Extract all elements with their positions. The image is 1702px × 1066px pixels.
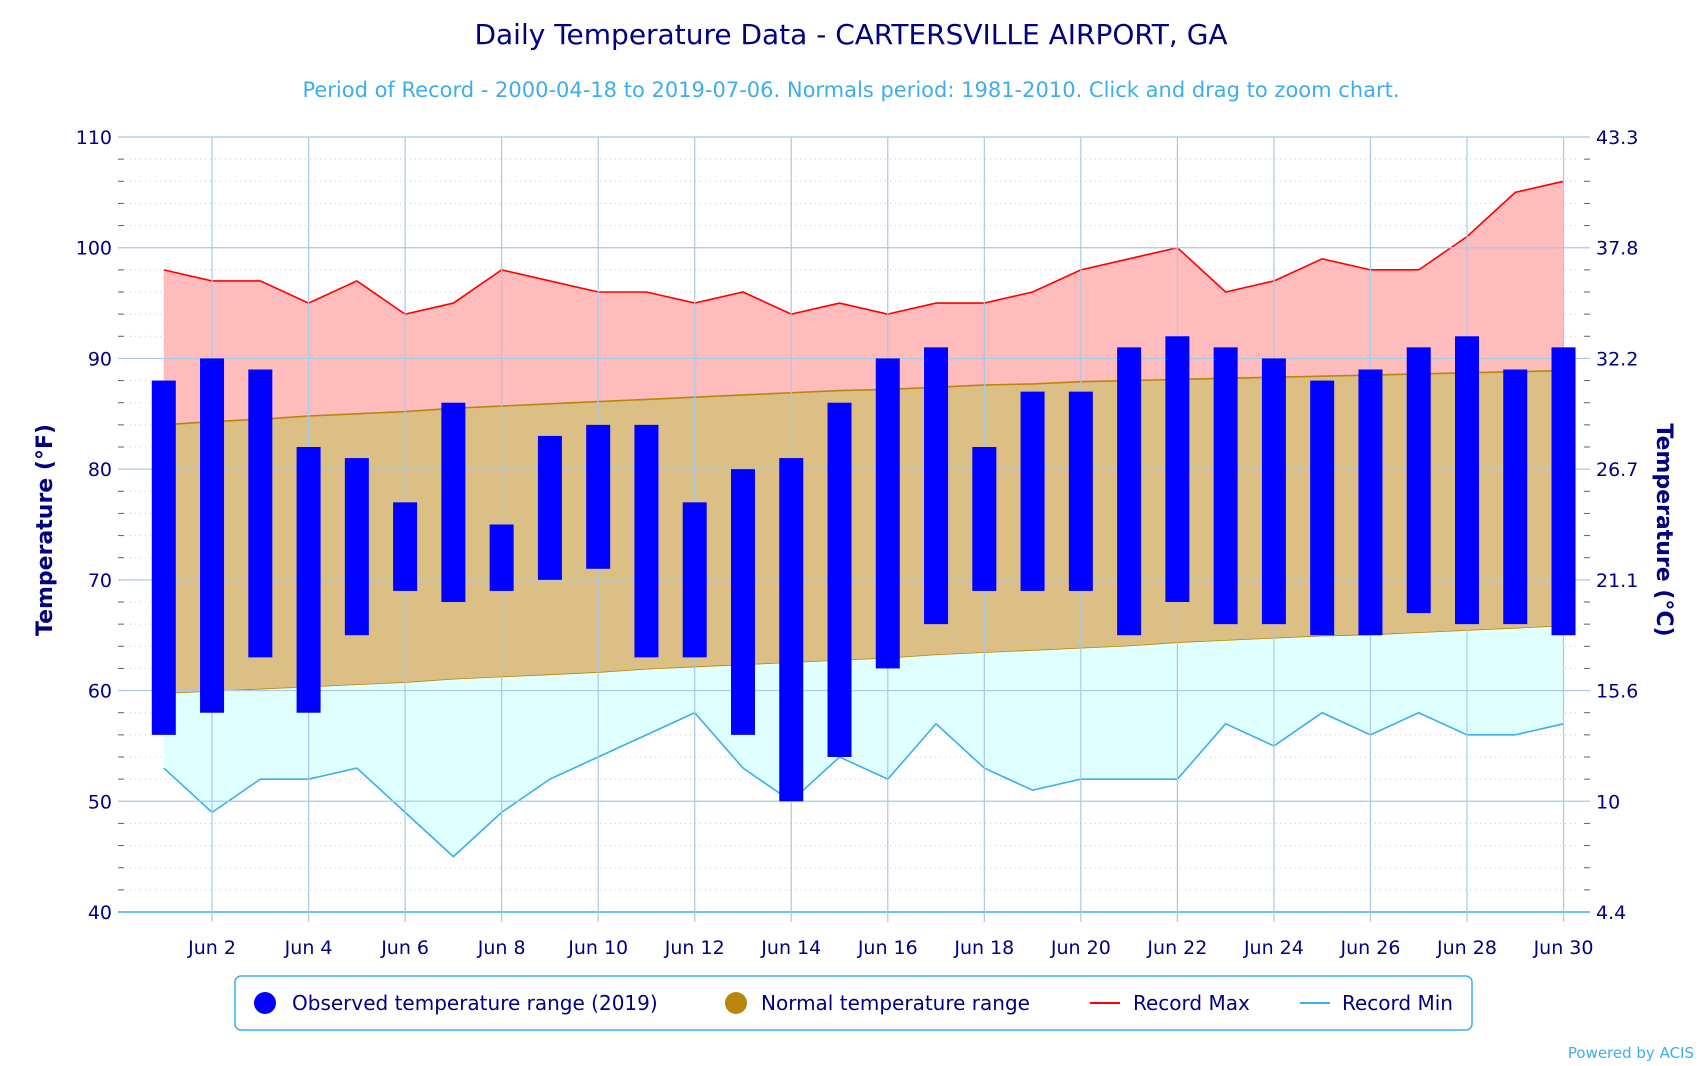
y-axis-left: 40 50 60 70 80 90 100 110	[76, 127, 124, 924]
chart-title: Daily Temperature Data - CARTERSVILLE AI…	[474, 18, 1227, 51]
observed-bar[interactable]	[1454, 336, 1479, 625]
observed-range-series	[151, 336, 1576, 802]
x-tick-label: Jun 18	[953, 937, 1014, 959]
y-tick-label: 90	[88, 348, 112, 370]
legend-box	[234, 975, 1473, 1031]
chart-subtitle: Period of Record - 2000-04-18 to 2019-07…	[302, 78, 1399, 102]
y2-axis-title: Temperature (°C)	[1651, 423, 1676, 636]
x-tick-label: Jun 4	[284, 937, 333, 959]
legend-item-record-min[interactable]: Record Min	[1300, 991, 1453, 1015]
y-tick-label: 110	[76, 127, 112, 149]
y2-tick-label: 37.8	[1596, 238, 1638, 260]
x-tick-label: Jun 24	[1243, 937, 1304, 959]
x-tick-label: Jun 12	[664, 937, 725, 959]
y2-tick-label: 43.3	[1596, 127, 1638, 149]
legend-label-observed: Observed temperature range (2019)	[292, 991, 658, 1015]
x-axis: Jun 2 Jun 4 Jun 6 Jun 8 Jun 10 Jun 12 Jun 14 Ju…	[187, 937, 1593, 959]
y-axis-right: 4.4 10 15.6 21.1 26.7 32.2 37.8 43.3	[1584, 127, 1638, 924]
observed-bar[interactable]	[1358, 369, 1383, 636]
legend-item-observed[interactable]: Observed temperature range (2019)	[254, 991, 658, 1015]
x-tick-label: Jun 6	[380, 937, 429, 959]
observed-bar[interactable]	[441, 402, 466, 602]
record-min-line	[163, 711, 1564, 858]
observed-bar[interactable]	[489, 524, 514, 591]
x-tick-label: Jun 26	[1340, 937, 1401, 959]
observed-bar[interactable]	[1213, 347, 1238, 625]
observed-bar[interactable]	[972, 447, 997, 591]
observed-bar[interactable]	[586, 424, 611, 569]
y-tick-label: 60	[88, 681, 112, 703]
record-min-fill	[163, 626, 1564, 857]
y-axis-title: Temperature (°F)	[33, 424, 58, 636]
y2-tick-label: 15.6	[1596, 681, 1638, 703]
x-tick-label: Jun 8	[477, 937, 526, 959]
gridlines	[118, 136, 1590, 922]
normal-high-line	[163, 369, 1564, 426]
observed-bar[interactable]	[151, 380, 176, 735]
y2-tick-label: 32.2	[1596, 348, 1638, 370]
y-tick-label: 70	[88, 570, 112, 592]
legend-marker-observed	[254, 992, 276, 1014]
y2-tick-label: 26.7	[1596, 459, 1638, 481]
x-tick-label: Jun 10	[567, 937, 628, 959]
y-tick-label: 50	[88, 791, 112, 813]
observed-bar[interactable]	[634, 424, 659, 658]
observed-bar[interactable]	[248, 369, 273, 658]
observed-bar[interactable]	[1551, 347, 1576, 636]
y-tick-label: 100	[76, 238, 112, 260]
y2-tick-label: 10	[1596, 791, 1620, 813]
observed-bar[interactable]	[924, 347, 949, 625]
observed-bar[interactable]	[827, 402, 852, 757]
x-tick-label: Jun 20	[1050, 937, 1111, 959]
record-min-series	[163, 626, 1564, 858]
observed-bar[interactable]	[200, 358, 225, 713]
observed-bar[interactable]	[1503, 369, 1528, 625]
plot-area[interactable]	[118, 136, 1590, 922]
observed-bar[interactable]	[1406, 347, 1431, 614]
observed-bar[interactable]	[344, 458, 369, 636]
record-max-fill	[163, 181, 1564, 425]
x-tick-label: Jun 2	[187, 937, 236, 959]
y2-tick-label: 4.4	[1596, 902, 1626, 924]
legend-label-record-min: Record Min	[1342, 991, 1453, 1015]
x-tick-label: Jun 14	[760, 937, 821, 959]
legend-item-record-max[interactable]: Record Max	[1090, 991, 1250, 1015]
observed-bar[interactable]	[1261, 358, 1286, 625]
normal-range-fill	[163, 370, 1564, 694]
observed-bar[interactable]	[393, 502, 418, 591]
x-tick-label: Jun 28	[1436, 937, 1497, 959]
x-tick-label: Jun 16	[857, 937, 918, 959]
credit-link[interactable]: Powered by ACIS	[1568, 1044, 1694, 1062]
y-tick-label: 80	[88, 459, 112, 481]
observed-bar[interactable]	[730, 469, 755, 735]
observed-bar[interactable]	[1117, 347, 1142, 636]
observed-bar[interactable]	[1310, 380, 1335, 636]
observed-bar[interactable]	[779, 458, 804, 802]
observed-bar[interactable]	[1165, 336, 1190, 602]
y-tick-label: 40	[88, 902, 112, 924]
observed-bar[interactable]	[682, 502, 707, 658]
legend-marker-normal	[725, 992, 747, 1014]
record-max-line	[163, 180, 1564, 316]
record-max-series	[163, 180, 1564, 425]
observed-bar[interactable]	[1068, 391, 1093, 591]
legend: Observed temperature range (2019) Normal…	[234, 975, 1473, 1031]
legend-label-normal: Normal temperature range	[761, 991, 1030, 1015]
legend-label-record-max: Record Max	[1133, 991, 1250, 1015]
x-tick-label: Jun 30	[1533, 937, 1594, 959]
observed-bar[interactable]	[296, 447, 321, 713]
observed-bar[interactable]	[875, 358, 900, 669]
observed-bar[interactable]	[1020, 391, 1045, 591]
x-tick-label: Jun 22	[1146, 937, 1207, 959]
y2-tick-label: 21.1	[1596, 570, 1638, 592]
observed-bar[interactable]	[537, 435, 562, 580]
legend-item-normal[interactable]: Normal temperature range	[725, 991, 1030, 1015]
